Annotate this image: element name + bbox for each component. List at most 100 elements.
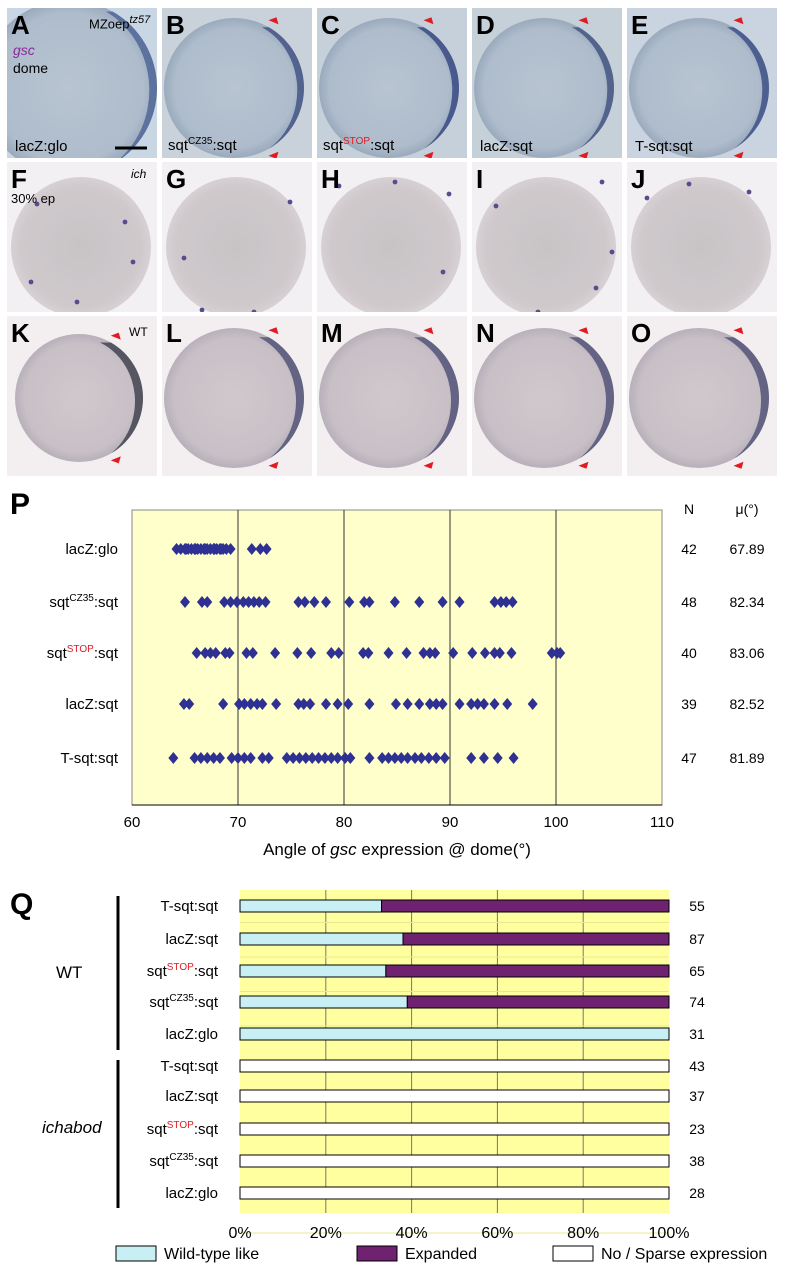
panel-caption: sqtSTOP:sqt [323, 136, 395, 154]
panel-letter: A [11, 10, 30, 40]
data-point [319, 752, 330, 764]
data-point [555, 647, 566, 659]
data-point [261, 543, 272, 555]
data-point [389, 596, 400, 608]
data-point [343, 698, 354, 710]
category-label: lacZ:sqt [165, 931, 218, 948]
n-value: 38 [689, 1153, 705, 1169]
panel-letter: N [476, 318, 495, 348]
data-point [358, 647, 369, 659]
embryo-image [7, 8, 157, 158]
embryo [11, 177, 151, 312]
data-point [383, 647, 394, 659]
gsc-expression-band [568, 337, 614, 459]
red-arrowhead-bottom [733, 151, 744, 158]
embryo [319, 18, 459, 158]
gene-label-gsc: gsc [13, 42, 35, 58]
panel-letter: O [631, 318, 652, 348]
data-point [410, 752, 421, 764]
data-point [246, 543, 257, 555]
data-point [320, 596, 331, 608]
data-point [231, 596, 242, 608]
data-point [191, 647, 202, 659]
panel-caption: lacZ:sqt [480, 138, 533, 155]
data-point [359, 596, 370, 608]
data-point [437, 596, 448, 608]
x-axis-label: Angle of gsc expression @ dome(°) [263, 840, 531, 859]
bar-segment-expanded [381, 899, 670, 913]
bar-segment-wt-like [239, 1027, 670, 1041]
data-point [288, 752, 299, 764]
data-point [247, 647, 258, 659]
ich-cell-dot [446, 191, 452, 197]
gsc-expression-band [99, 342, 143, 454]
x-tick-label: 100% [649, 1225, 690, 1242]
n-value: 74 [689, 994, 705, 1010]
panel-letter: F [11, 164, 27, 194]
ich-cell-dot [392, 179, 398, 185]
ich-cell-dot [440, 269, 446, 275]
mu-value: 82.34 [729, 594, 764, 610]
scatter-chart-p: 60 70 80 90 100 110 Angle of gsc expression @ … [47, 501, 765, 859]
data-point [418, 647, 429, 659]
n-value: 31 [689, 1026, 705, 1042]
data-point [239, 752, 250, 764]
x-tick-label: 80% [567, 1225, 599, 1242]
gsc-expression-band [413, 337, 459, 459]
legend-label: Expanded [405, 1246, 477, 1263]
data-point [210, 647, 221, 659]
panel-caption: sqtCZ35:sqt [168, 136, 237, 154]
data-point [489, 698, 500, 710]
data-point [294, 752, 305, 764]
data-point [489, 596, 500, 608]
x-tick-label: 60% [481, 1225, 513, 1242]
data-point [383, 752, 394, 764]
data-point [507, 596, 518, 608]
data-point [345, 752, 356, 764]
embryo [629, 18, 769, 158]
data-point [293, 698, 304, 710]
category-label: sqtCZ35:sqt [149, 1152, 218, 1170]
data-point [281, 752, 292, 764]
data-point [508, 752, 519, 764]
data-point [181, 543, 192, 555]
data-point [396, 752, 407, 764]
ich-cell-dot [686, 181, 692, 187]
embryo-image [164, 17, 304, 158]
data-point [205, 647, 216, 659]
data-point [377, 752, 388, 764]
embryo-image [15, 332, 143, 464]
series-label: sqtCZ35:sqt [49, 593, 118, 611]
red-arrowhead-bottom [733, 461, 744, 469]
embryo [7, 8, 157, 158]
n-value: 43 [689, 1058, 705, 1074]
data-point [389, 752, 400, 764]
panel-k: K WT [7, 316, 157, 476]
data-point [466, 752, 477, 764]
red-arrowhead-top [578, 327, 589, 335]
data-point [248, 596, 259, 608]
n-value: 39 [681, 696, 697, 712]
x-tick-label: 60 [124, 814, 141, 831]
bar-segment-expanded [402, 932, 670, 946]
data-point [401, 647, 412, 659]
red-arrowhead-bottom [578, 461, 589, 469]
red-arrowhead-top [423, 17, 434, 25]
panel-o: O [627, 316, 777, 476]
mu-header: μ(°) [736, 501, 759, 517]
embryo-image [319, 327, 459, 469]
data-point [430, 647, 441, 659]
data-point [467, 647, 478, 659]
series-label: lacZ:sqt [65, 696, 118, 713]
data-point [214, 752, 225, 764]
red-arrowhead-bottom [423, 151, 434, 158]
data-point [243, 596, 254, 608]
embryo-image [164, 327, 304, 469]
data-point [416, 752, 427, 764]
legend-swatch [356, 1245, 398, 1262]
panel-letter: K [11, 318, 30, 348]
data-point [184, 698, 195, 710]
bar-segment-none [239, 1186, 670, 1200]
panel-i: I [472, 162, 622, 312]
